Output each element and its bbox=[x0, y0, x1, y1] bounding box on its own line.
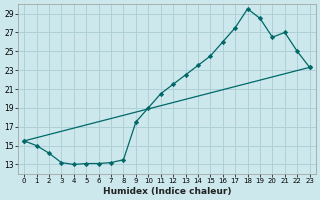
X-axis label: Humidex (Indice chaleur): Humidex (Indice chaleur) bbox=[103, 187, 231, 196]
